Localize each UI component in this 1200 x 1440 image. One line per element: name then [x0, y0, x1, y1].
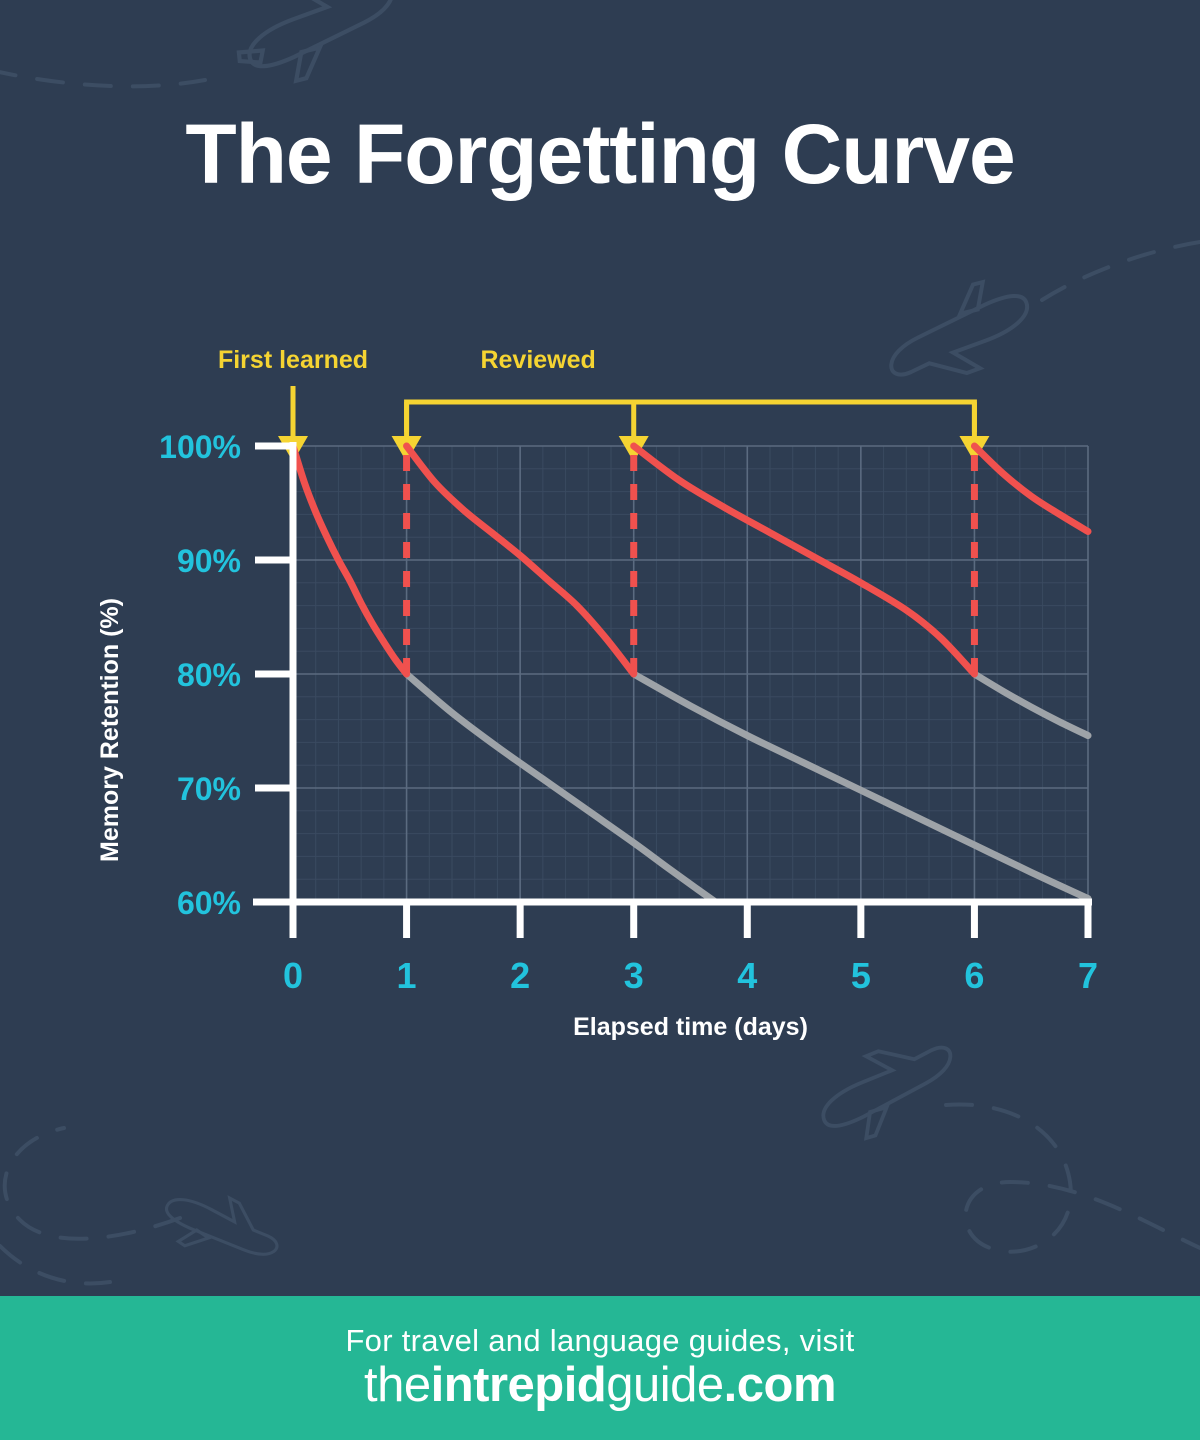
reviewed-retention-series [289, 442, 1092, 678]
forgetting-curve-chart: First learned Reviewed 60% 70% 80% 90% 100% … [0, 330, 1200, 1070]
footer-brand[interactable]: theintrepidguide.com [363, 1358, 837, 1413]
reviewed-bracket [404, 399, 977, 432]
decay-curve-segment [970, 670, 1092, 740]
axis-lines [253, 442, 1092, 906]
x-tick-label: 1 [397, 955, 417, 996]
retention-curve-segment [403, 442, 638, 678]
flight-path-icon [944, 1102, 1200, 1254]
x-tick-label: 2 [510, 955, 530, 996]
footer-tagline: For travel and language guides, visit [345, 1322, 855, 1358]
brand-the: the [363, 1358, 431, 1413]
y-tick-label: 70% [177, 771, 241, 807]
annotation-arrows [278, 386, 990, 462]
decay-curve-segment [403, 670, 719, 906]
brand-guide: guide [606, 1358, 724, 1413]
footer-banner: For travel and language guides, visit th… [0, 1296, 1200, 1440]
flight-path-icon [0, 1244, 112, 1286]
unreviewed-decay-series [403, 670, 1092, 906]
y-axis-ticks [255, 442, 293, 906]
reviewed-label: Reviewed [480, 346, 595, 374]
flight-path-icon [0, 70, 207, 89]
x-tick-label: 0 [283, 955, 303, 996]
y-axis-tick-labels: 60% 70% 80% 90% 100% [159, 429, 241, 921]
x-tick-label: 5 [851, 955, 871, 996]
first-learned-label: First learned [218, 346, 368, 374]
x-axis-tick-labels: 0 1 2 3 4 5 6 7 [283, 955, 1098, 996]
x-tick-label: 4 [737, 955, 757, 996]
y-tick-label: 90% [177, 543, 241, 579]
flight-path-icon [2, 1126, 182, 1241]
retention-curve-segment [630, 442, 978, 678]
x-tick-label: 6 [964, 955, 984, 996]
retention-curve-segment [970, 442, 1092, 535]
review-reset-lines [403, 446, 978, 674]
y-axis-title: Memory Retention (%) [96, 598, 124, 862]
flight-path-icon [1040, 240, 1200, 302]
y-tick-label: 100% [159, 429, 241, 465]
airplane-icon [164, 1195, 279, 1256]
y-tick-label: 80% [177, 657, 241, 693]
x-axis-title: Elapsed time (days) [573, 1013, 808, 1041]
airplane-icon [236, 0, 395, 84]
page-title: The Forgetting Curve [185, 107, 1015, 201]
x-tick-label: 7 [1078, 955, 1098, 996]
x-axis-ticks [289, 902, 1092, 938]
x-tick-label: 3 [624, 955, 644, 996]
chart-svg: First learned Reviewed 60%70%80%90%100% … [96, 346, 1098, 1041]
brand-tld: .com [723, 1358, 837, 1413]
brand-intrepid: intrepid [430, 1358, 607, 1413]
y-tick-label: 60% [177, 885, 241, 921]
decay-curve-segment [630, 670, 1092, 903]
retention-curve-segment [289, 442, 411, 678]
